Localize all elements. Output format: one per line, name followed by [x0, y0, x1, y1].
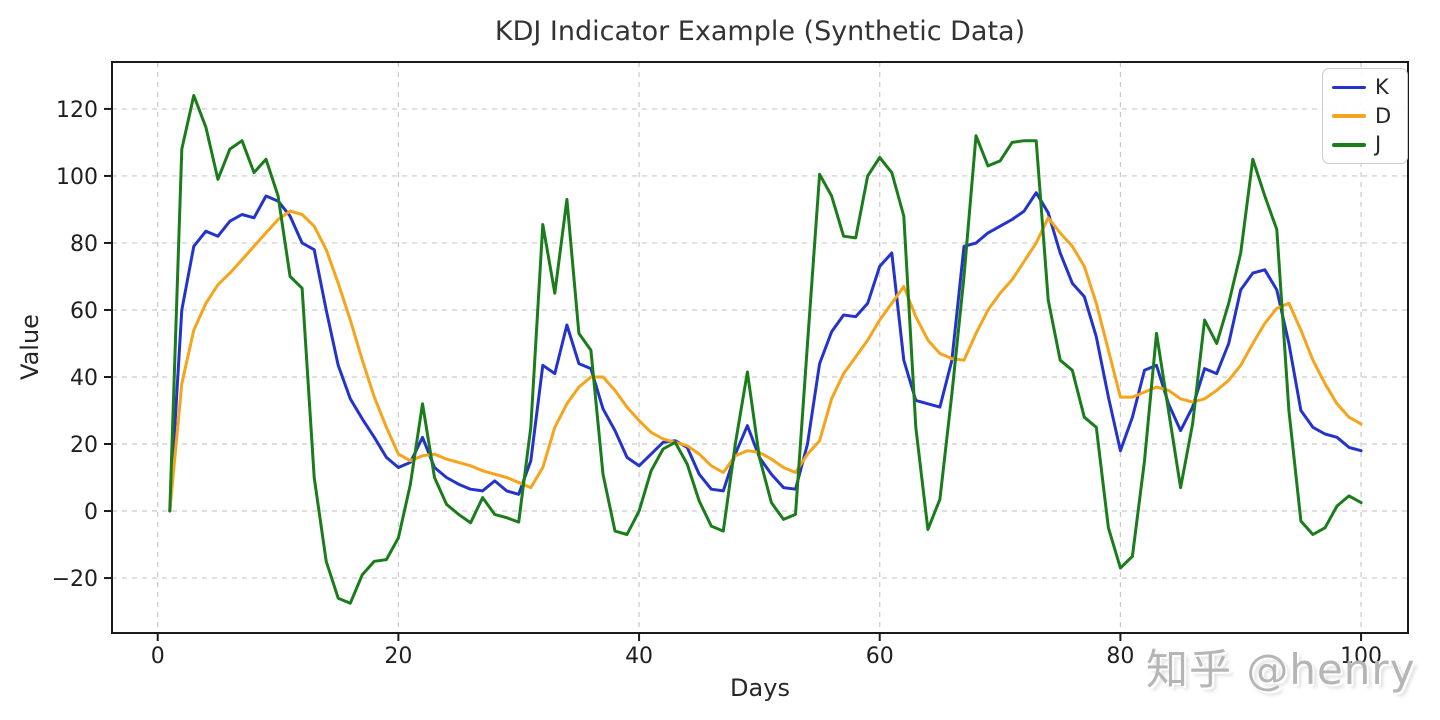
series-line-K: [168, 191, 1363, 513]
j-line-swatch-icon: [1332, 143, 1366, 147]
y-tick-label-60: 60: [70, 299, 98, 324]
chart-title: KDJ Indicator Example (Synthetic Data): [494, 16, 1026, 47]
x-tick-label-0: 0: [151, 644, 165, 669]
k-line-swatch-icon: [1332, 85, 1366, 89]
d-line-swatch-icon: [1332, 114, 1366, 118]
x-tick-label-60: 60: [866, 644, 894, 669]
x-axis-label: Days: [730, 674, 790, 702]
x-tick-label-40: 40: [625, 644, 653, 669]
y-tick-label--20: −20: [52, 567, 98, 592]
x-tick-label-80: 80: [1106, 644, 1134, 669]
x-tick-label-100: 100: [1340, 644, 1382, 669]
legend-label-d: D: [1375, 103, 1392, 128]
axes-spines: [111, 61, 1409, 634]
legend-item-d: D: [1332, 103, 1407, 128]
y-tick-label-0: 0: [84, 500, 98, 525]
y-tick-label-40: 40: [70, 366, 98, 391]
legend-item-k: K: [1332, 74, 1407, 99]
legend-item-j: J: [1332, 134, 1407, 155]
y-tick-label-120: 120: [56, 98, 98, 123]
watermark: 知乎 @henry: [1146, 645, 1416, 694]
legend-label-j: J: [1375, 132, 1382, 157]
y-tick-label-80: 80: [70, 232, 98, 257]
series-line-D: [168, 209, 1363, 513]
series-line-J: [168, 94, 1363, 605]
legend: K D J: [1322, 68, 1408, 164]
x-tick-label-20: 20: [384, 644, 412, 669]
legend-label-k: K: [1375, 74, 1389, 99]
y-tick-label-20: 20: [70, 433, 98, 458]
y-tick-label-100: 100: [56, 165, 98, 190]
y-axis-label: Value: [16, 314, 44, 380]
